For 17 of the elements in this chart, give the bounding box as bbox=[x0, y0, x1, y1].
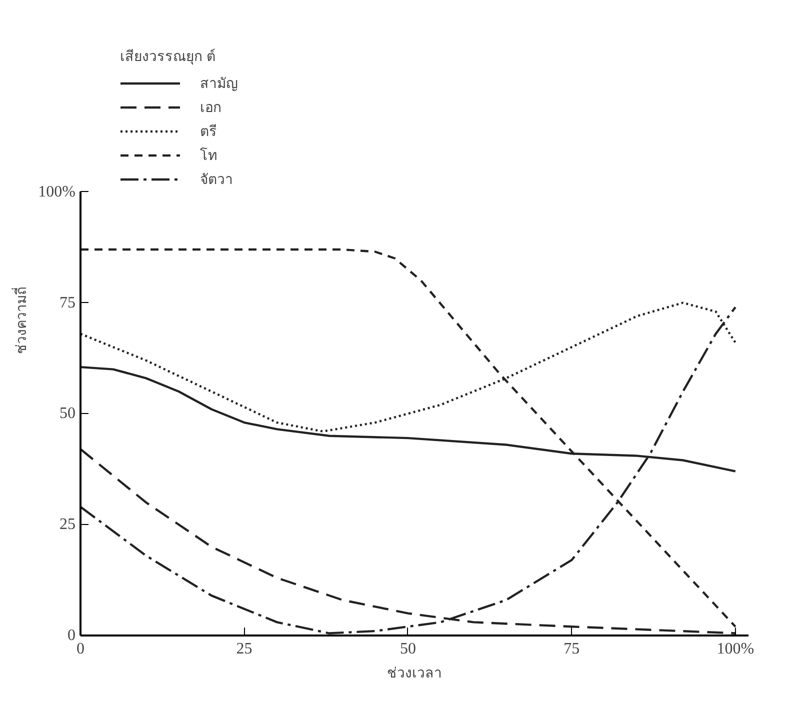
y-axis-title: ช่วงความถี่ bbox=[12, 287, 30, 354]
legend-label: โท bbox=[200, 146, 218, 166]
x-tick-label: 75 bbox=[564, 640, 580, 658]
y-tick-label: 75 bbox=[60, 294, 76, 312]
x-tick-label: 50 bbox=[400, 640, 416, 658]
y-tick-label: 100% bbox=[38, 183, 76, 200]
legend-label: จัตวา bbox=[200, 171, 233, 190]
legend-title: เสียงวรรณยุก ต์ bbox=[120, 48, 216, 67]
x-axis-title: ช่วงเวลา bbox=[387, 666, 442, 682]
y-tick-label: 0 bbox=[68, 627, 76, 644]
legend-label: สามัญ bbox=[200, 75, 238, 94]
y-tick-label: 25 bbox=[60, 516, 76, 534]
x-tick-label: 100% bbox=[716, 640, 754, 658]
legend-label: ตรี bbox=[200, 123, 218, 142]
legend-label: เอก bbox=[200, 99, 221, 118]
x-tick-label: 25 bbox=[236, 640, 252, 658]
y-tick-label: 50 bbox=[60, 405, 76, 422]
